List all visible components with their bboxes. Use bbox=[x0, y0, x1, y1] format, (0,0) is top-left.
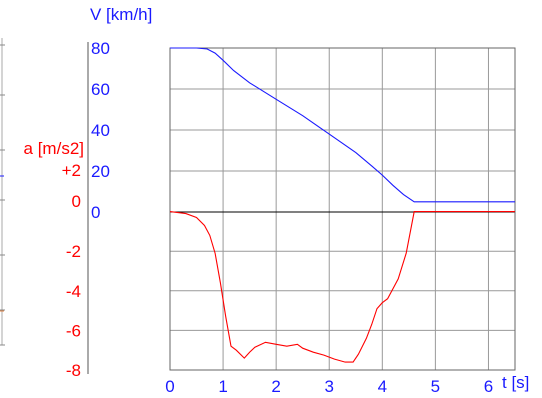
x-tick-label: 1 bbox=[218, 377, 227, 396]
series-lines bbox=[169, 47, 515, 363]
x-tick-label: 3 bbox=[324, 377, 333, 396]
acceleration-tick-label: -2 bbox=[66, 242, 81, 261]
acceleration-tick-label: -6 bbox=[66, 321, 81, 340]
velocity-series-line bbox=[170, 47, 515, 203]
acceleration-tick-label: -8 bbox=[66, 361, 81, 380]
acceleration-tick-label: +2 bbox=[62, 161, 81, 180]
acceleration-series-line bbox=[169, 211, 515, 363]
x-axis-title: t [s] bbox=[502, 373, 529, 392]
acceleration-tick-label: -4 bbox=[66, 282, 81, 301]
x-tick-label: 0 bbox=[165, 377, 174, 396]
plot-frame bbox=[169, 47, 516, 371]
x-tick-label: 4 bbox=[378, 377, 387, 396]
velocity-tick-label: 0 bbox=[91, 203, 100, 222]
acceleration-tick-label: 0 bbox=[72, 192, 81, 211]
velocity-axis-title: V [km/h] bbox=[90, 5, 152, 24]
velocity-tick-label: 20 bbox=[91, 162, 110, 181]
acceleration-axis-title: a [m/s2] bbox=[24, 139, 84, 158]
x-tick-label: 2 bbox=[271, 377, 280, 396]
x-tick-label: 6 bbox=[484, 377, 493, 396]
velocity-tick-label: 80 bbox=[91, 39, 110, 58]
plot-border bbox=[169, 47, 516, 371]
chart-grid bbox=[170, 48, 515, 370]
axes bbox=[0, 38, 89, 374]
velocity-tick-label: 60 bbox=[91, 80, 110, 99]
tick-labels: 0 20 40 60 80 +2 0 -2 -4 -6 -8 0 1 2 3 4 5 6 bbox=[62, 39, 494, 396]
x-tick-label: 5 bbox=[431, 377, 440, 396]
velocity-tick-label: 40 bbox=[91, 121, 110, 140]
